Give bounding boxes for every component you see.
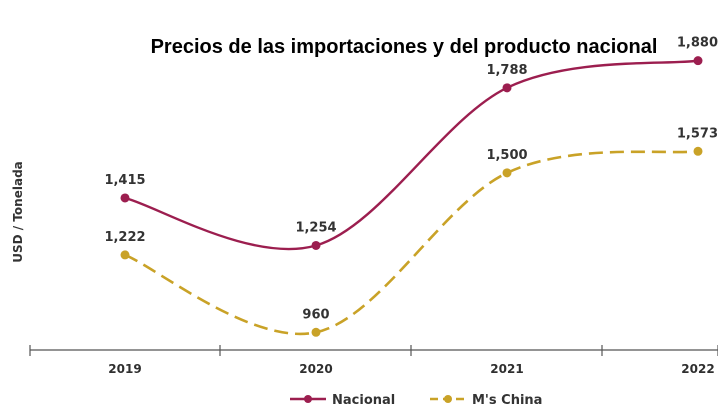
legend: Nacional M's China xyxy=(290,393,542,408)
data-point xyxy=(502,168,512,178)
data-label: 1,415 xyxy=(104,173,145,188)
data-label: 1,254 xyxy=(295,220,336,235)
data-point xyxy=(693,146,703,156)
data-points xyxy=(120,56,703,337)
series-line-ms-china xyxy=(124,150,699,336)
x-tick-label: 2021 xyxy=(490,362,523,376)
x-tick-label: 2022 xyxy=(681,362,714,376)
data-label: 960 xyxy=(302,307,329,322)
data-label: 1,573 xyxy=(677,126,718,141)
legend-label: M's China xyxy=(472,393,542,408)
data-point xyxy=(693,56,703,66)
data-point xyxy=(311,327,321,337)
data-labels: 1,415 1,254 1,788 1,880 1,222 960 1,500 1,573 xyxy=(104,36,718,323)
x-tick-label: 2020 xyxy=(299,362,332,376)
data-label: 1,880 xyxy=(677,36,718,51)
data-point xyxy=(502,83,512,93)
data-label: 1,500 xyxy=(486,148,527,163)
legend-marker xyxy=(304,395,312,403)
data-label: 1,222 xyxy=(104,230,145,245)
y-axis-label: USD / Tonelada xyxy=(11,161,25,263)
series-lines xyxy=(124,59,699,336)
legend-marker xyxy=(444,395,452,403)
x-axis-ticks: 2019 2020 2021 2022 xyxy=(29,345,718,376)
legend-label: Nacional xyxy=(332,393,395,408)
data-point xyxy=(120,193,130,203)
data-point xyxy=(120,250,130,260)
chart-title: Precios de las importaciones y del produ… xyxy=(151,36,658,58)
data-label: 1,788 xyxy=(486,63,527,78)
series-line-nacional xyxy=(124,59,699,251)
data-point xyxy=(311,240,321,250)
x-tick-label: 2019 xyxy=(108,362,141,376)
